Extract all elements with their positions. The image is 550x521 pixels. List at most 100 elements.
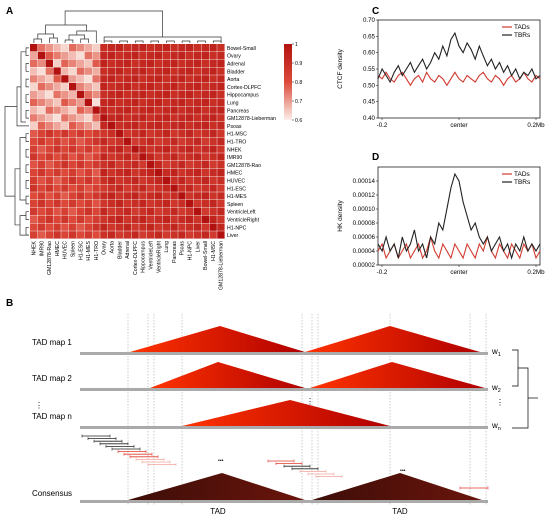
series-line-tbrs: [377, 31, 541, 84]
heatmap-cell: [69, 215, 77, 223]
heatmap-cell: [123, 215, 131, 223]
heatmap-cell: [45, 106, 53, 114]
heatmap-cell: [115, 176, 124, 184]
heatmap-cell: [147, 114, 155, 122]
heatmap-cell: [123, 51, 131, 60]
heatmap-cell: [69, 200, 77, 208]
heatmap-cell: [61, 83, 69, 91]
heatmap-cell: [193, 122, 202, 130]
heatmap-cell: [139, 176, 147, 184]
heatmap-cell: [170, 137, 178, 145]
heatmap-cell: [147, 145, 155, 153]
weight-label: w2: [491, 383, 501, 394]
heatmap-row-label: Liver: [227, 233, 239, 239]
heatmap-cell: [139, 215, 147, 223]
heatmap-cell: [178, 153, 186, 161]
heatmap-grid: [30, 44, 225, 239]
heatmap-cell: [162, 200, 170, 208]
legend-entry: TADs: [514, 24, 531, 31]
heatmap-cell: [209, 90, 217, 99]
heatmap-cell: [193, 59, 202, 67]
heatmap-cell: [147, 98, 155, 106]
heatmap-cell: [84, 168, 92, 177]
heatmap-cell: [154, 59, 163, 67]
heatmap-cell: [186, 168, 194, 177]
dendrogram-link: [25, 148, 29, 158]
heatmap-cell: [209, 153, 217, 161]
heatmap-column-label: NHEK: [31, 240, 37, 255]
heatmap-cell: [37, 153, 46, 161]
heatmap-cell: [123, 90, 131, 99]
heatmap-cell: [123, 153, 131, 161]
dendrogram-link: [25, 63, 29, 72]
colorbar-tick-label: 1: [295, 42, 298, 48]
heatmap-cell: [201, 176, 209, 184]
heatmap-cell: [170, 192, 178, 200]
heatmap-cell: [147, 231, 155, 239]
dendrogram-link: [49, 37, 58, 43]
heatmap-cell: [154, 83, 163, 91]
heatmap-cell: [178, 75, 186, 83]
heatmap-cell: [178, 122, 186, 130]
y-tick-label: 0.00006: [353, 234, 376, 241]
heatmap-cell: [131, 98, 139, 106]
heatmap-cell: [131, 153, 139, 161]
heatmap-row-label: Adrenal: [227, 61, 245, 67]
heatmap-cell: [100, 114, 108, 122]
heatmap-cell: [30, 137, 38, 145]
heatmap-cell: [162, 122, 170, 130]
heatmap-cell: [69, 153, 77, 161]
y-tick-label: 0.00004: [353, 248, 376, 255]
dendrogram-link: [25, 109, 29, 119]
heatmap-cell: [131, 176, 139, 184]
heatmap-cell: [37, 184, 46, 192]
heatmap-cell: [76, 176, 85, 184]
heatmap-cell: [186, 207, 194, 216]
heatmap-cell: [147, 176, 155, 184]
heatmap-cell: [108, 98, 116, 106]
heatmap-cell: [61, 106, 69, 114]
heatmap-cell: [30, 98, 38, 106]
heatmap-cell: [154, 67, 163, 75]
heatmap-cell: [37, 122, 46, 130]
legend-entry: TADs: [514, 171, 531, 178]
heatmap-row-label: H1-TRO: [227, 139, 246, 145]
heatmap-cell: [139, 122, 147, 130]
dendrogram-link: [20, 51, 26, 123]
heatmap-cell: [201, 215, 209, 223]
heatmap-cell: [186, 51, 194, 60]
heatmap-cell: [178, 161, 186, 169]
heatmap-cell: [123, 67, 131, 75]
heatmap-cell: [193, 51, 202, 60]
heatmap-cell: [186, 114, 194, 122]
heatmap-cell: [162, 106, 170, 114]
heatmap-cell: [201, 192, 209, 200]
heatmap-cell: [100, 83, 108, 91]
heatmap-row-label: H1-MES: [227, 194, 247, 200]
heatmap-cell: [30, 44, 38, 52]
heatmap-cell: [162, 59, 170, 67]
x-tick-label: -0.2: [377, 269, 388, 276]
heatmap-cell: [201, 59, 209, 67]
heatmap-cell: [53, 153, 61, 161]
heatmap-cell: [53, 90, 61, 99]
heatmap-cell: [37, 44, 46, 52]
heatmap-cell: [76, 153, 85, 161]
heatmap-cell: [170, 83, 178, 91]
heatmap-cell: [61, 75, 69, 83]
heatmap-cell: [193, 67, 202, 75]
heatmap-row-label: Lung: [227, 100, 239, 106]
vertical-ellipsis: ⋮: [35, 401, 43, 410]
heatmap-column-label: Cortex-DLPFC: [133, 241, 139, 275]
heatmap-cell: [131, 200, 139, 208]
heatmap-cell: [53, 231, 61, 239]
heatmap-cell: [45, 231, 53, 239]
heatmap-cell: [186, 153, 194, 161]
heatmap-cell: [201, 44, 209, 52]
ctcf-density-chart: 0.40 0.45 0.50 0.55 0.60 0.65 0.70 -0.2 center 0.…: [337, 17, 545, 129]
y-tick-label: 0.70: [363, 17, 376, 24]
heatmap-cell: [108, 137, 116, 145]
y-tick-label: 0.60: [363, 50, 376, 57]
heatmap-cell: [108, 59, 116, 67]
panel-label-c: C: [372, 6, 379, 17]
